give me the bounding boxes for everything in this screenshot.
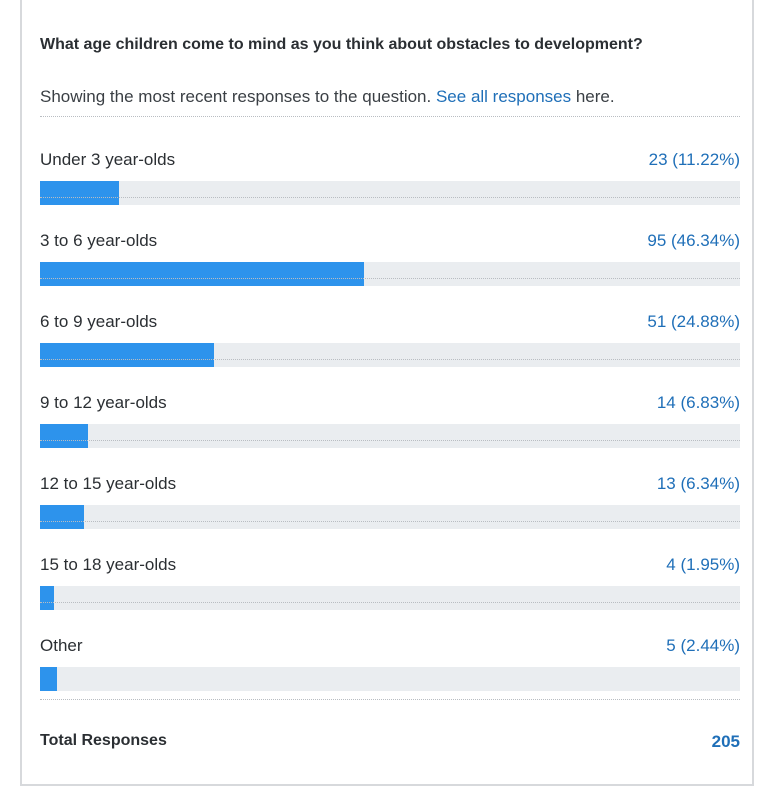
answer-list: Under 3 year-olds 23 (11.22%) 3 to 6 year-… bbox=[40, 116, 740, 700]
answer-count: 14 (6.83%) bbox=[656, 393, 740, 412]
total-responses-value: 205 bbox=[711, 732, 740, 751]
answer-bar-track bbox=[40, 586, 740, 610]
answer-label: Under 3 year-olds bbox=[40, 150, 176, 169]
answer-bar-track bbox=[40, 181, 740, 205]
answer-label: Other bbox=[40, 636, 83, 655]
answer-bar bbox=[40, 586, 54, 610]
answer-row: 3 to 6 year-olds 95 (46.34%) bbox=[40, 197, 740, 286]
answer-row: 12 to 15 year-olds 13 (6.34%) bbox=[40, 440, 740, 529]
total-responses-label: Total Responses bbox=[40, 732, 167, 749]
answer-label: 9 to 12 year-olds bbox=[40, 393, 167, 412]
answer-bar-track bbox=[40, 505, 740, 529]
intro-suffix: here. bbox=[571, 87, 615, 106]
question-title: What age children come to mind as you th… bbox=[40, 36, 643, 53]
answer-count: 95 (46.34%) bbox=[647, 231, 740, 250]
list-divider bbox=[40, 699, 740, 700]
answer-row: 15 to 18 year-olds 4 (1.95%) bbox=[40, 521, 740, 610]
survey-results-card: What age children come to mind as you th… bbox=[20, 0, 754, 786]
answer-row: Other 5 (2.44%) bbox=[40, 602, 740, 691]
answer-count: 5 (2.44%) bbox=[666, 636, 740, 655]
answer-row: Under 3 year-olds 23 (11.22%) bbox=[40, 116, 740, 205]
answer-label: 15 to 18 year-olds bbox=[40, 555, 177, 574]
answer-row: 9 to 12 year-olds 14 (6.83%) bbox=[40, 359, 740, 448]
intro-text: Showing the most recent responses to the… bbox=[40, 87, 436, 106]
answer-bar bbox=[40, 343, 214, 367]
answer-label: 6 to 9 year-olds bbox=[40, 312, 158, 331]
answer-row: 6 to 9 year-olds 51 (24.88%) bbox=[40, 278, 740, 367]
answer-bar-track bbox=[40, 667, 740, 691]
answer-bar-track bbox=[40, 424, 740, 448]
answer-count: 13 (6.34%) bbox=[656, 474, 740, 493]
results-intro: Showing the most recent responses to the… bbox=[40, 87, 615, 107]
answer-bar bbox=[40, 424, 88, 448]
answer-bar-track bbox=[40, 343, 740, 367]
answer-bar bbox=[40, 181, 119, 205]
answer-label: 12 to 15 year-olds bbox=[40, 474, 177, 493]
answer-bar bbox=[40, 667, 57, 691]
answer-bar bbox=[40, 262, 364, 286]
answer-count: 4 (1.95%) bbox=[666, 555, 740, 574]
answer-count: 51 (24.88%) bbox=[647, 312, 740, 331]
answer-label: 3 to 6 year-olds bbox=[40, 231, 158, 250]
answer-bar bbox=[40, 505, 84, 529]
see-all-responses-link[interactable]: See all responses bbox=[435, 87, 572, 106]
answer-bar-track bbox=[40, 262, 740, 286]
answer-count: 23 (11.22%) bbox=[648, 150, 740, 169]
